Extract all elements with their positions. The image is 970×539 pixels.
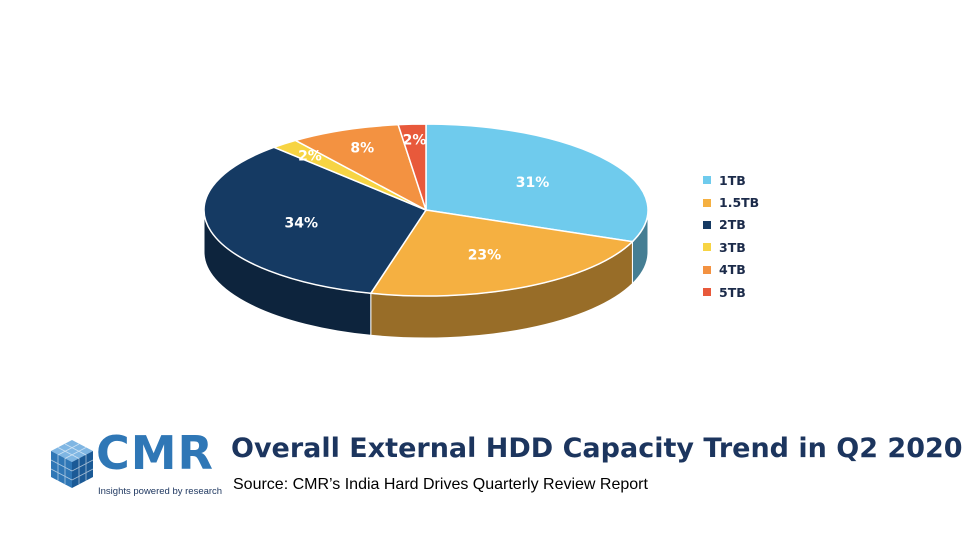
chart-title: Overall External HDD Capacity Trend in Q… — [231, 433, 963, 464]
data-label-2tb: 34% — [285, 215, 319, 231]
data-label-3tb: 2% — [298, 149, 322, 165]
data-label-5tb: 2% — [403, 133, 427, 149]
cmr-logo: CMR Insights powered by research — [48, 426, 223, 502]
pie-slice-5tb — [397, 123, 427, 211]
data-label-1-5tb: 23% — [468, 247, 502, 263]
pie-slice-1tb — [425, 123, 649, 243]
legend-swatch — [703, 198, 711, 207]
chart-subtitle: Source: CMR’s India Hard Drives Quarterl… — [233, 476, 648, 493]
pie-slice-4tb — [293, 123, 428, 212]
logo-tagline: Insights powered by research — [98, 486, 223, 497]
legend-label: 3TB — [719, 239, 746, 255]
cube-logo-icon — [50, 440, 94, 488]
pie-chart: 31% 23% 34% 2% 8% 2% — [203, 123, 649, 339]
data-label-1tb: 31% — [516, 175, 550, 191]
legend-item-3tb: 3TB — [703, 236, 759, 258]
legend-item-2tb: 2TB — [703, 214, 759, 236]
legend-item-4tb: 4TB — [703, 259, 759, 281]
legend-swatch — [703, 176, 711, 185]
legend-label: 5TB — [719, 284, 746, 300]
legend: 1TB 1.5TB 2TB 3TB 4TB 5TB — [703, 169, 759, 303]
legend-label: 1.5TB — [719, 195, 760, 211]
pie-labels: 31% 23% 34% 2% 8% 2% — [285, 133, 550, 264]
legend-label: 1TB — [719, 172, 746, 188]
pie-slice-1-5tb — [369, 209, 635, 297]
legend-item-5tb: 5TB — [703, 281, 759, 303]
legend-swatch — [703, 220, 711, 229]
data-label-4tb: 8% — [350, 141, 374, 157]
pie-slice-2tb — [203, 146, 428, 295]
legend-label: 2TB — [719, 217, 746, 233]
legend-swatch — [703, 265, 711, 274]
legend-swatch — [703, 243, 711, 252]
legend-swatch — [703, 288, 711, 297]
legend-item-1-5tb: 1.5TB — [703, 191, 759, 213]
pie-top — [203, 123, 649, 297]
legend-item-1tb: 1TB — [703, 169, 759, 191]
legend-label: 4TB — [719, 262, 746, 278]
logo-text: CMR — [96, 426, 214, 480]
